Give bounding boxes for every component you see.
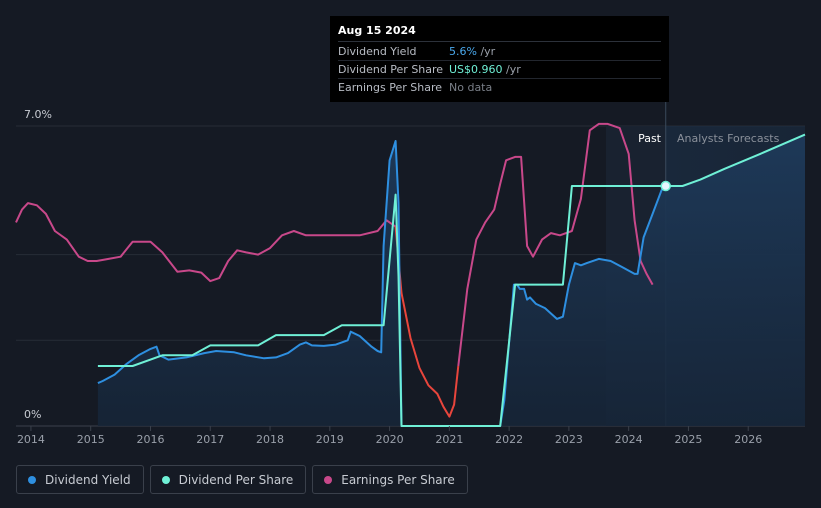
x-tick-label: 2024: [615, 433, 643, 446]
highlight-marker: [660, 180, 671, 192]
tooltip-row-earnings-per-share: Earnings Per Share No data: [338, 79, 661, 96]
tooltip-value: US$0.960 /yr: [449, 63, 521, 76]
dividend-yield-area: [97, 16, 805, 426]
dividend-yield-line: [97, 140, 667, 427]
x-tick-label: 2019: [316, 433, 344, 446]
legend-label: Dividend Per Share: [178, 472, 294, 487]
x-tick-label: 2021: [435, 433, 463, 446]
y-axis: 7.0% 0%: [24, 108, 52, 421]
tooltip-value: No data: [449, 81, 493, 94]
x-tick-label: 2023: [555, 433, 583, 446]
past-label: Past: [638, 132, 662, 145]
x-tick-label: 2022: [495, 433, 523, 446]
tooltip-label: Earnings Per Share: [338, 81, 443, 94]
legend-earnings-per-share[interactable]: Earnings Per Share: [312, 465, 468, 494]
tooltip-date: Aug 15 2024: [338, 23, 661, 42]
legend-dividend-yield[interactable]: Dividend Yield: [16, 465, 144, 494]
y-tick-label: 7.0%: [24, 108, 52, 121]
eps-line: [15, 202, 397, 283]
x-tick-label: 2016: [136, 433, 164, 446]
legend-label: Dividend Yield: [45, 472, 131, 487]
yield-area: [97, 134, 805, 426]
x-axis: 2014 2015 2016 2017 2018 2019 2020 2021 2022 2023…: [17, 426, 762, 446]
x-tick-label: 2020: [376, 433, 404, 446]
tooltip-row-dividend-per-share: Dividend Per Share US$0.960 /yr: [338, 61, 661, 79]
x-tick-label: 2026: [734, 433, 762, 446]
analysts-forecasts-label: Analysts Forecasts: [677, 132, 780, 145]
tooltip: Aug 15 2024 Dividend Yield 5.6% /yr Divi…: [330, 16, 669, 102]
tooltip-row-dividend-yield: Dividend Yield 5.6% /yr: [338, 43, 661, 61]
tooltip-value: 5.6% /yr: [449, 45, 496, 58]
x-tick-label: 2015: [77, 433, 105, 446]
legend-label: Earnings Per Share: [341, 472, 455, 487]
dividend-per-share-line: [97, 133, 806, 427]
legend: Dividend Yield Dividend Per Share Earnin…: [16, 465, 468, 494]
x-tick-label: 2014: [17, 433, 45, 446]
eps-line: [457, 122, 654, 367]
x-tick-label: 2018: [256, 433, 284, 446]
x-tick-label: 2025: [674, 433, 702, 446]
legend-dot-icon: [161, 475, 170, 484]
y-tick-label: 0%: [24, 408, 41, 421]
series-lines: [15, 122, 806, 427]
legend-dividend-per-share[interactable]: Dividend Per Share: [149, 465, 307, 494]
tooltip-label: Dividend Per Share: [338, 63, 444, 76]
tooltip-label: Dividend Yield: [338, 45, 417, 58]
legend-dot-icon: [324, 475, 333, 484]
legend-dot-icon: [28, 475, 36, 484]
eps-line-negative: [394, 226, 460, 418]
x-tick-label: 2017: [196, 433, 224, 446]
